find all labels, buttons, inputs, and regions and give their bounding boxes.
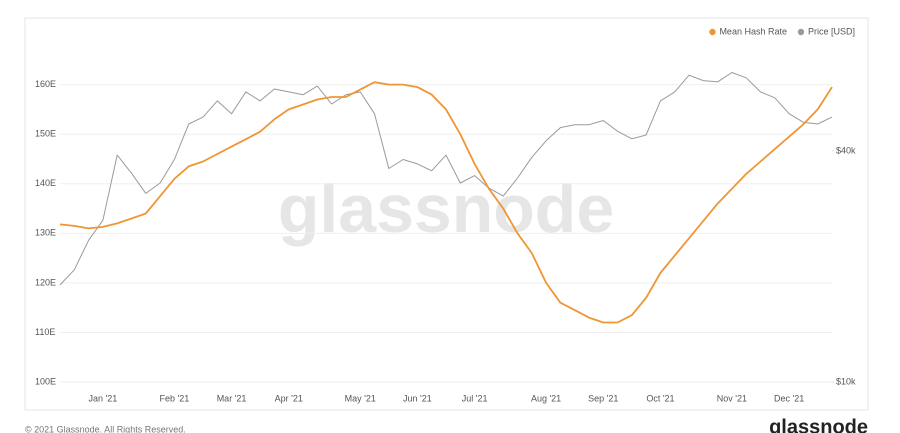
legend-label: Mean Hash Rate xyxy=(719,26,787,36)
series-line xyxy=(59,72,833,286)
y-tick-label: 120E xyxy=(35,277,56,287)
watermark: glassnode xyxy=(278,171,614,247)
y2-tick-label: $40k xyxy=(836,145,856,155)
x-tick-label: Jul '21 xyxy=(462,393,488,403)
x-tick-label: Nov '21 xyxy=(717,393,747,403)
x-tick-label: Apr '21 xyxy=(275,393,303,403)
legend-marker xyxy=(709,28,716,36)
series-line xyxy=(59,81,833,324)
y-tick-label: 160E xyxy=(35,79,56,89)
y-tick-label: 140E xyxy=(35,178,56,188)
x-tick-label: Mar '21 xyxy=(217,393,247,403)
y-tick-label: 110E xyxy=(35,327,55,337)
logo: glassnode xyxy=(769,416,868,433)
legend-marker xyxy=(797,28,805,36)
y-tick-label: 100E xyxy=(35,376,56,386)
x-tick-label: Aug '21 xyxy=(531,393,561,403)
x-tick-label: Oct '21 xyxy=(646,393,674,403)
x-tick-label: Feb '21 xyxy=(159,393,189,403)
chart-frame xyxy=(24,17,869,411)
x-tick-label: Jun '21 xyxy=(403,393,432,403)
y-tick-label: 150E xyxy=(35,129,56,139)
y-tick-label: 130E xyxy=(35,228,56,238)
legend-label: Price [USD] xyxy=(808,26,855,36)
x-tick-label: Dec '21 xyxy=(774,393,804,403)
y2-tick-label: $10k xyxy=(836,376,856,386)
x-tick-label: Sep '21 xyxy=(588,393,618,403)
x-tick-label: Jan '21 xyxy=(89,393,118,403)
x-tick-label: May '21 xyxy=(345,393,376,403)
footer: © 2021 Glassnode. All Rights Reserved. xyxy=(25,424,186,433)
